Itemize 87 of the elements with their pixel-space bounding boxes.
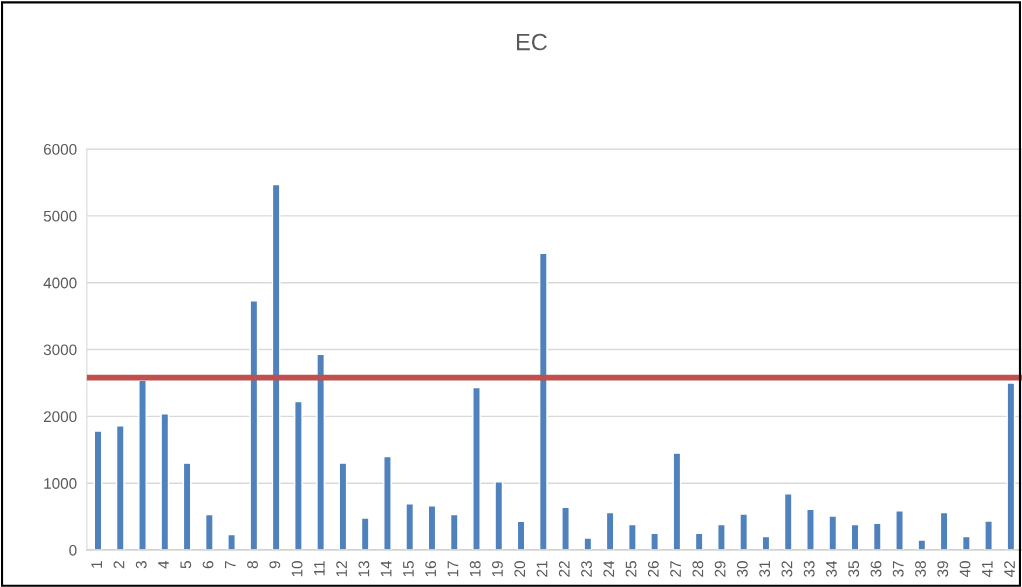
bar <box>294 400 303 551</box>
bar <box>383 455 392 551</box>
bar <box>961 535 971 551</box>
x-tick-label: 10 <box>291 561 303 577</box>
bar <box>872 522 882 551</box>
y-tick-label: 0 <box>69 544 77 556</box>
x-tick-label: 12 <box>336 561 347 577</box>
x-tick-label: 24 <box>603 560 615 577</box>
x-tick-label: 14 <box>380 560 392 577</box>
bar <box>182 462 192 551</box>
bar <box>583 537 593 551</box>
x-tick-label: 23 <box>581 561 592 577</box>
x-tick-label: 21 <box>536 561 548 577</box>
bar <box>472 386 481 551</box>
chart-title: EC <box>516 33 547 51</box>
x-tick-label: 38 <box>915 561 926 577</box>
x-tick-label: 9 <box>269 561 281 569</box>
bar <box>227 533 236 551</box>
y-tick-label: 2000 <box>43 411 77 423</box>
x-tick-label: 13 <box>358 561 370 577</box>
x-tick-label: 37 <box>892 561 904 577</box>
bar <box>650 532 659 551</box>
bar <box>538 252 548 551</box>
x-tick-label: 18 <box>469 561 481 577</box>
bar <box>115 425 125 551</box>
bar <box>739 513 749 551</box>
x-tick-label: 25 <box>625 561 637 577</box>
bar <box>984 520 993 551</box>
x-tick-label: 4 <box>158 560 169 569</box>
y-tick-label: 3000 <box>43 344 77 356</box>
x-tick-label: 35 <box>848 561 860 577</box>
bar <box>138 379 147 551</box>
x-tick-label: 22 <box>558 561 570 577</box>
x-tick-label: 17 <box>447 561 459 577</box>
y-tick-label: 4000 <box>43 277 77 289</box>
x-tick-label: 32 <box>781 561 793 577</box>
x-tick-label: 15 <box>403 561 414 577</box>
y-tick-label: 5000 <box>43 210 77 222</box>
x-tick-label: 39 <box>937 561 949 577</box>
bar <box>360 517 370 551</box>
y-tick-label: 6000 <box>43 143 77 155</box>
bar <box>561 506 570 551</box>
x-tick-label: 6 <box>202 561 214 569</box>
bar <box>249 300 259 551</box>
bar <box>806 508 815 551</box>
x-tick-label: 7 <box>225 561 236 569</box>
bar <box>160 413 170 551</box>
x-tick-label: 5 <box>180 561 192 569</box>
x-tick-label: 1 <box>91 561 102 568</box>
bar <box>427 505 437 551</box>
x-tick-label: 20 <box>514 561 526 577</box>
bar <box>204 513 214 551</box>
bar <box>627 523 637 551</box>
bar <box>494 481 504 551</box>
bar <box>895 510 904 551</box>
bar <box>271 183 281 551</box>
x-tick-label: 26 <box>647 561 659 577</box>
bar <box>828 515 838 551</box>
x-tick-label: 36 <box>870 561 882 577</box>
bar <box>1006 382 1016 551</box>
x-tick-label: 11 <box>314 561 325 576</box>
bar <box>338 462 348 551</box>
x-tick-label: 30 <box>736 561 748 577</box>
x-tick-label: 8 <box>247 561 258 569</box>
x-tick-label: 34 <box>826 560 837 577</box>
bar <box>717 523 726 551</box>
y-tick-label: 1000 <box>44 478 77 489</box>
x-tick-label: 2 <box>113 561 125 569</box>
x-tick-label: 40 <box>959 561 971 578</box>
bar <box>783 493 793 551</box>
bar <box>405 503 415 551</box>
x-tick-label: 31 <box>759 561 771 577</box>
x-tick-label: 28 <box>692 561 704 577</box>
x-tick-label: 27 <box>670 561 681 577</box>
x-tick-label: 41 <box>982 561 993 578</box>
bar <box>694 532 704 551</box>
bar <box>316 353 326 551</box>
x-tick-label: 16 <box>425 561 437 577</box>
x-tick-label: 29 <box>714 561 726 577</box>
x-tick-label: 42 <box>1004 561 1015 578</box>
bar <box>672 452 682 551</box>
bar <box>449 513 459 551</box>
x-tick-label: 33 <box>803 561 815 577</box>
bar <box>93 430 103 551</box>
x-tick-label: 3 <box>135 561 147 569</box>
x-tick-label: 19 <box>492 561 503 577</box>
bar <box>917 539 927 551</box>
